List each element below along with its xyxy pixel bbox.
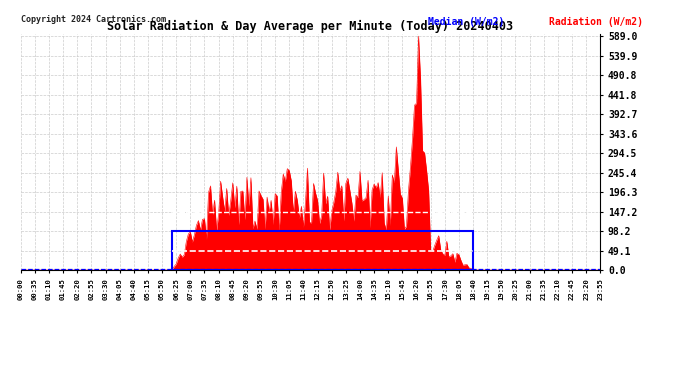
Bar	[172, 231, 473, 270]
Text: Median (W/m2): Median (W/m2)	[428, 17, 504, 27]
Text: Copyright 2024 Cartronics.com: Copyright 2024 Cartronics.com	[21, 15, 166, 24]
Text: Radiation (W/m2): Radiation (W/m2)	[549, 17, 642, 27]
Title: Solar Radiation & Day Average per Minute (Today) 20240403: Solar Radiation & Day Average per Minute…	[108, 20, 513, 33]
